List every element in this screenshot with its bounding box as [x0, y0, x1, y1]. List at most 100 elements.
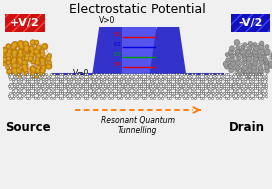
Circle shape	[242, 65, 247, 70]
Circle shape	[243, 43, 247, 46]
Circle shape	[236, 66, 240, 70]
Circle shape	[264, 58, 267, 62]
Circle shape	[16, 57, 22, 62]
Text: E3: E3	[113, 51, 121, 57]
Circle shape	[264, 64, 270, 69]
FancyBboxPatch shape	[231, 14, 270, 32]
Circle shape	[42, 43, 48, 50]
Circle shape	[230, 54, 234, 58]
Circle shape	[45, 55, 51, 61]
Circle shape	[228, 49, 233, 54]
Circle shape	[258, 54, 262, 58]
Circle shape	[18, 73, 22, 77]
Circle shape	[6, 66, 10, 70]
Circle shape	[229, 46, 234, 51]
Circle shape	[12, 53, 17, 58]
Circle shape	[265, 69, 270, 73]
Circle shape	[1, 47, 8, 54]
Circle shape	[40, 49, 45, 54]
Circle shape	[25, 52, 30, 58]
Circle shape	[27, 56, 33, 62]
Circle shape	[40, 72, 45, 77]
Circle shape	[36, 45, 42, 51]
Text: E4: E4	[113, 61, 121, 67]
Text: V>0: V>0	[99, 16, 116, 25]
Circle shape	[253, 42, 257, 46]
Circle shape	[35, 60, 40, 65]
Circle shape	[237, 56, 241, 60]
Circle shape	[269, 64, 272, 68]
Circle shape	[34, 40, 39, 45]
Circle shape	[246, 73, 251, 78]
Circle shape	[259, 41, 264, 46]
Text: Source: Source	[5, 121, 51, 134]
Circle shape	[264, 52, 268, 56]
Circle shape	[247, 56, 252, 62]
Circle shape	[7, 50, 11, 54]
Circle shape	[258, 44, 264, 50]
Text: Electrostatic Potential: Electrostatic Potential	[69, 3, 206, 16]
Circle shape	[39, 57, 45, 63]
Circle shape	[48, 60, 52, 65]
Circle shape	[224, 64, 230, 69]
Circle shape	[6, 56, 11, 61]
Circle shape	[35, 69, 40, 73]
Polygon shape	[92, 27, 129, 74]
Text: E1: E1	[113, 32, 121, 36]
Circle shape	[235, 68, 239, 72]
Circle shape	[253, 51, 259, 57]
Circle shape	[18, 49, 23, 54]
Circle shape	[40, 68, 46, 73]
Circle shape	[259, 60, 264, 65]
Circle shape	[251, 65, 257, 70]
Circle shape	[240, 49, 246, 55]
Circle shape	[31, 60, 35, 64]
Text: -V/2: -V/2	[238, 18, 262, 28]
Circle shape	[248, 41, 252, 46]
Circle shape	[236, 46, 240, 50]
Circle shape	[254, 73, 258, 77]
Circle shape	[252, 49, 258, 55]
Circle shape	[235, 50, 240, 54]
Circle shape	[229, 68, 233, 73]
Text: +V/2: +V/2	[10, 18, 40, 28]
Circle shape	[0, 52, 5, 58]
Circle shape	[17, 52, 24, 59]
Circle shape	[23, 41, 29, 47]
Polygon shape	[122, 27, 156, 74]
FancyBboxPatch shape	[5, 14, 45, 32]
Circle shape	[253, 61, 258, 66]
Circle shape	[13, 71, 18, 76]
Circle shape	[241, 68, 246, 72]
Text: Drain: Drain	[229, 121, 265, 134]
Circle shape	[33, 48, 40, 55]
Circle shape	[6, 44, 11, 49]
Circle shape	[12, 56, 17, 62]
Circle shape	[2, 57, 7, 63]
Circle shape	[30, 40, 36, 45]
Circle shape	[271, 56, 272, 60]
Circle shape	[259, 72, 263, 76]
Circle shape	[234, 40, 240, 45]
Circle shape	[23, 47, 30, 54]
Circle shape	[242, 56, 248, 61]
Circle shape	[260, 49, 264, 53]
Circle shape	[241, 45, 245, 49]
Circle shape	[243, 72, 247, 76]
Circle shape	[40, 60, 46, 66]
Circle shape	[22, 60, 27, 65]
Circle shape	[242, 54, 246, 58]
Circle shape	[264, 49, 270, 55]
Circle shape	[246, 50, 251, 54]
Circle shape	[37, 65, 41, 70]
Circle shape	[30, 66, 35, 70]
Circle shape	[235, 60, 240, 65]
Circle shape	[225, 53, 229, 56]
Circle shape	[48, 53, 52, 58]
Circle shape	[6, 60, 11, 65]
Circle shape	[24, 71, 29, 76]
Circle shape	[11, 59, 17, 65]
Circle shape	[24, 56, 29, 61]
Text: E2: E2	[113, 42, 121, 46]
Circle shape	[23, 44, 30, 51]
